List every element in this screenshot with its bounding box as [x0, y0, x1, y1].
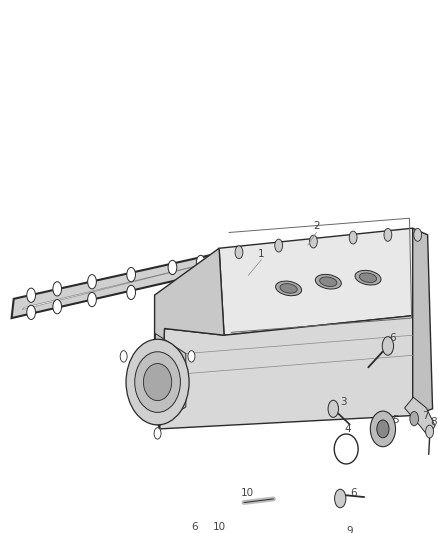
Circle shape	[53, 282, 62, 296]
Ellipse shape	[355, 270, 381, 285]
Polygon shape	[219, 228, 418, 335]
Ellipse shape	[377, 420, 389, 438]
Ellipse shape	[276, 281, 302, 296]
Circle shape	[335, 489, 346, 508]
Circle shape	[414, 229, 422, 241]
Text: 5: 5	[392, 415, 399, 424]
Text: 6: 6	[350, 488, 357, 498]
Text: 10: 10	[212, 522, 226, 531]
Text: 6: 6	[389, 333, 396, 343]
Circle shape	[88, 274, 96, 289]
Ellipse shape	[126, 340, 189, 425]
Text: 1: 1	[258, 249, 265, 259]
Text: 6: 6	[191, 522, 198, 531]
Circle shape	[372, 524, 380, 533]
Circle shape	[127, 268, 135, 282]
Text: 4: 4	[345, 424, 351, 434]
Circle shape	[127, 285, 135, 300]
Text: 10: 10	[240, 488, 254, 498]
Circle shape	[235, 246, 243, 259]
Circle shape	[53, 300, 62, 314]
Polygon shape	[413, 228, 433, 416]
Circle shape	[27, 305, 35, 319]
Circle shape	[188, 351, 195, 362]
Ellipse shape	[320, 277, 337, 286]
Circle shape	[382, 337, 393, 355]
Circle shape	[168, 260, 177, 274]
Circle shape	[120, 351, 127, 362]
Ellipse shape	[280, 284, 297, 293]
Text: 8: 8	[430, 417, 437, 427]
Ellipse shape	[370, 411, 396, 447]
Circle shape	[88, 293, 96, 306]
Circle shape	[426, 425, 434, 438]
Circle shape	[196, 255, 205, 270]
Polygon shape	[22, 262, 211, 310]
Text: 2: 2	[313, 221, 320, 231]
Circle shape	[275, 239, 283, 252]
Polygon shape	[155, 248, 224, 429]
Ellipse shape	[359, 273, 377, 282]
Circle shape	[189, 524, 200, 533]
Polygon shape	[11, 254, 216, 318]
Ellipse shape	[338, 439, 354, 459]
Circle shape	[384, 229, 392, 241]
Circle shape	[323, 527, 334, 533]
Ellipse shape	[315, 274, 341, 289]
Circle shape	[310, 235, 318, 248]
Circle shape	[154, 427, 161, 439]
Polygon shape	[159, 315, 418, 429]
Circle shape	[328, 400, 339, 417]
Text: 7: 7	[422, 410, 429, 421]
Ellipse shape	[135, 352, 180, 413]
Circle shape	[410, 411, 419, 426]
Ellipse shape	[143, 364, 172, 401]
Text: 9: 9	[347, 526, 353, 533]
Polygon shape	[405, 397, 435, 437]
Circle shape	[27, 288, 35, 302]
Circle shape	[349, 231, 357, 244]
Polygon shape	[155, 334, 186, 425]
Text: 3: 3	[340, 397, 346, 407]
